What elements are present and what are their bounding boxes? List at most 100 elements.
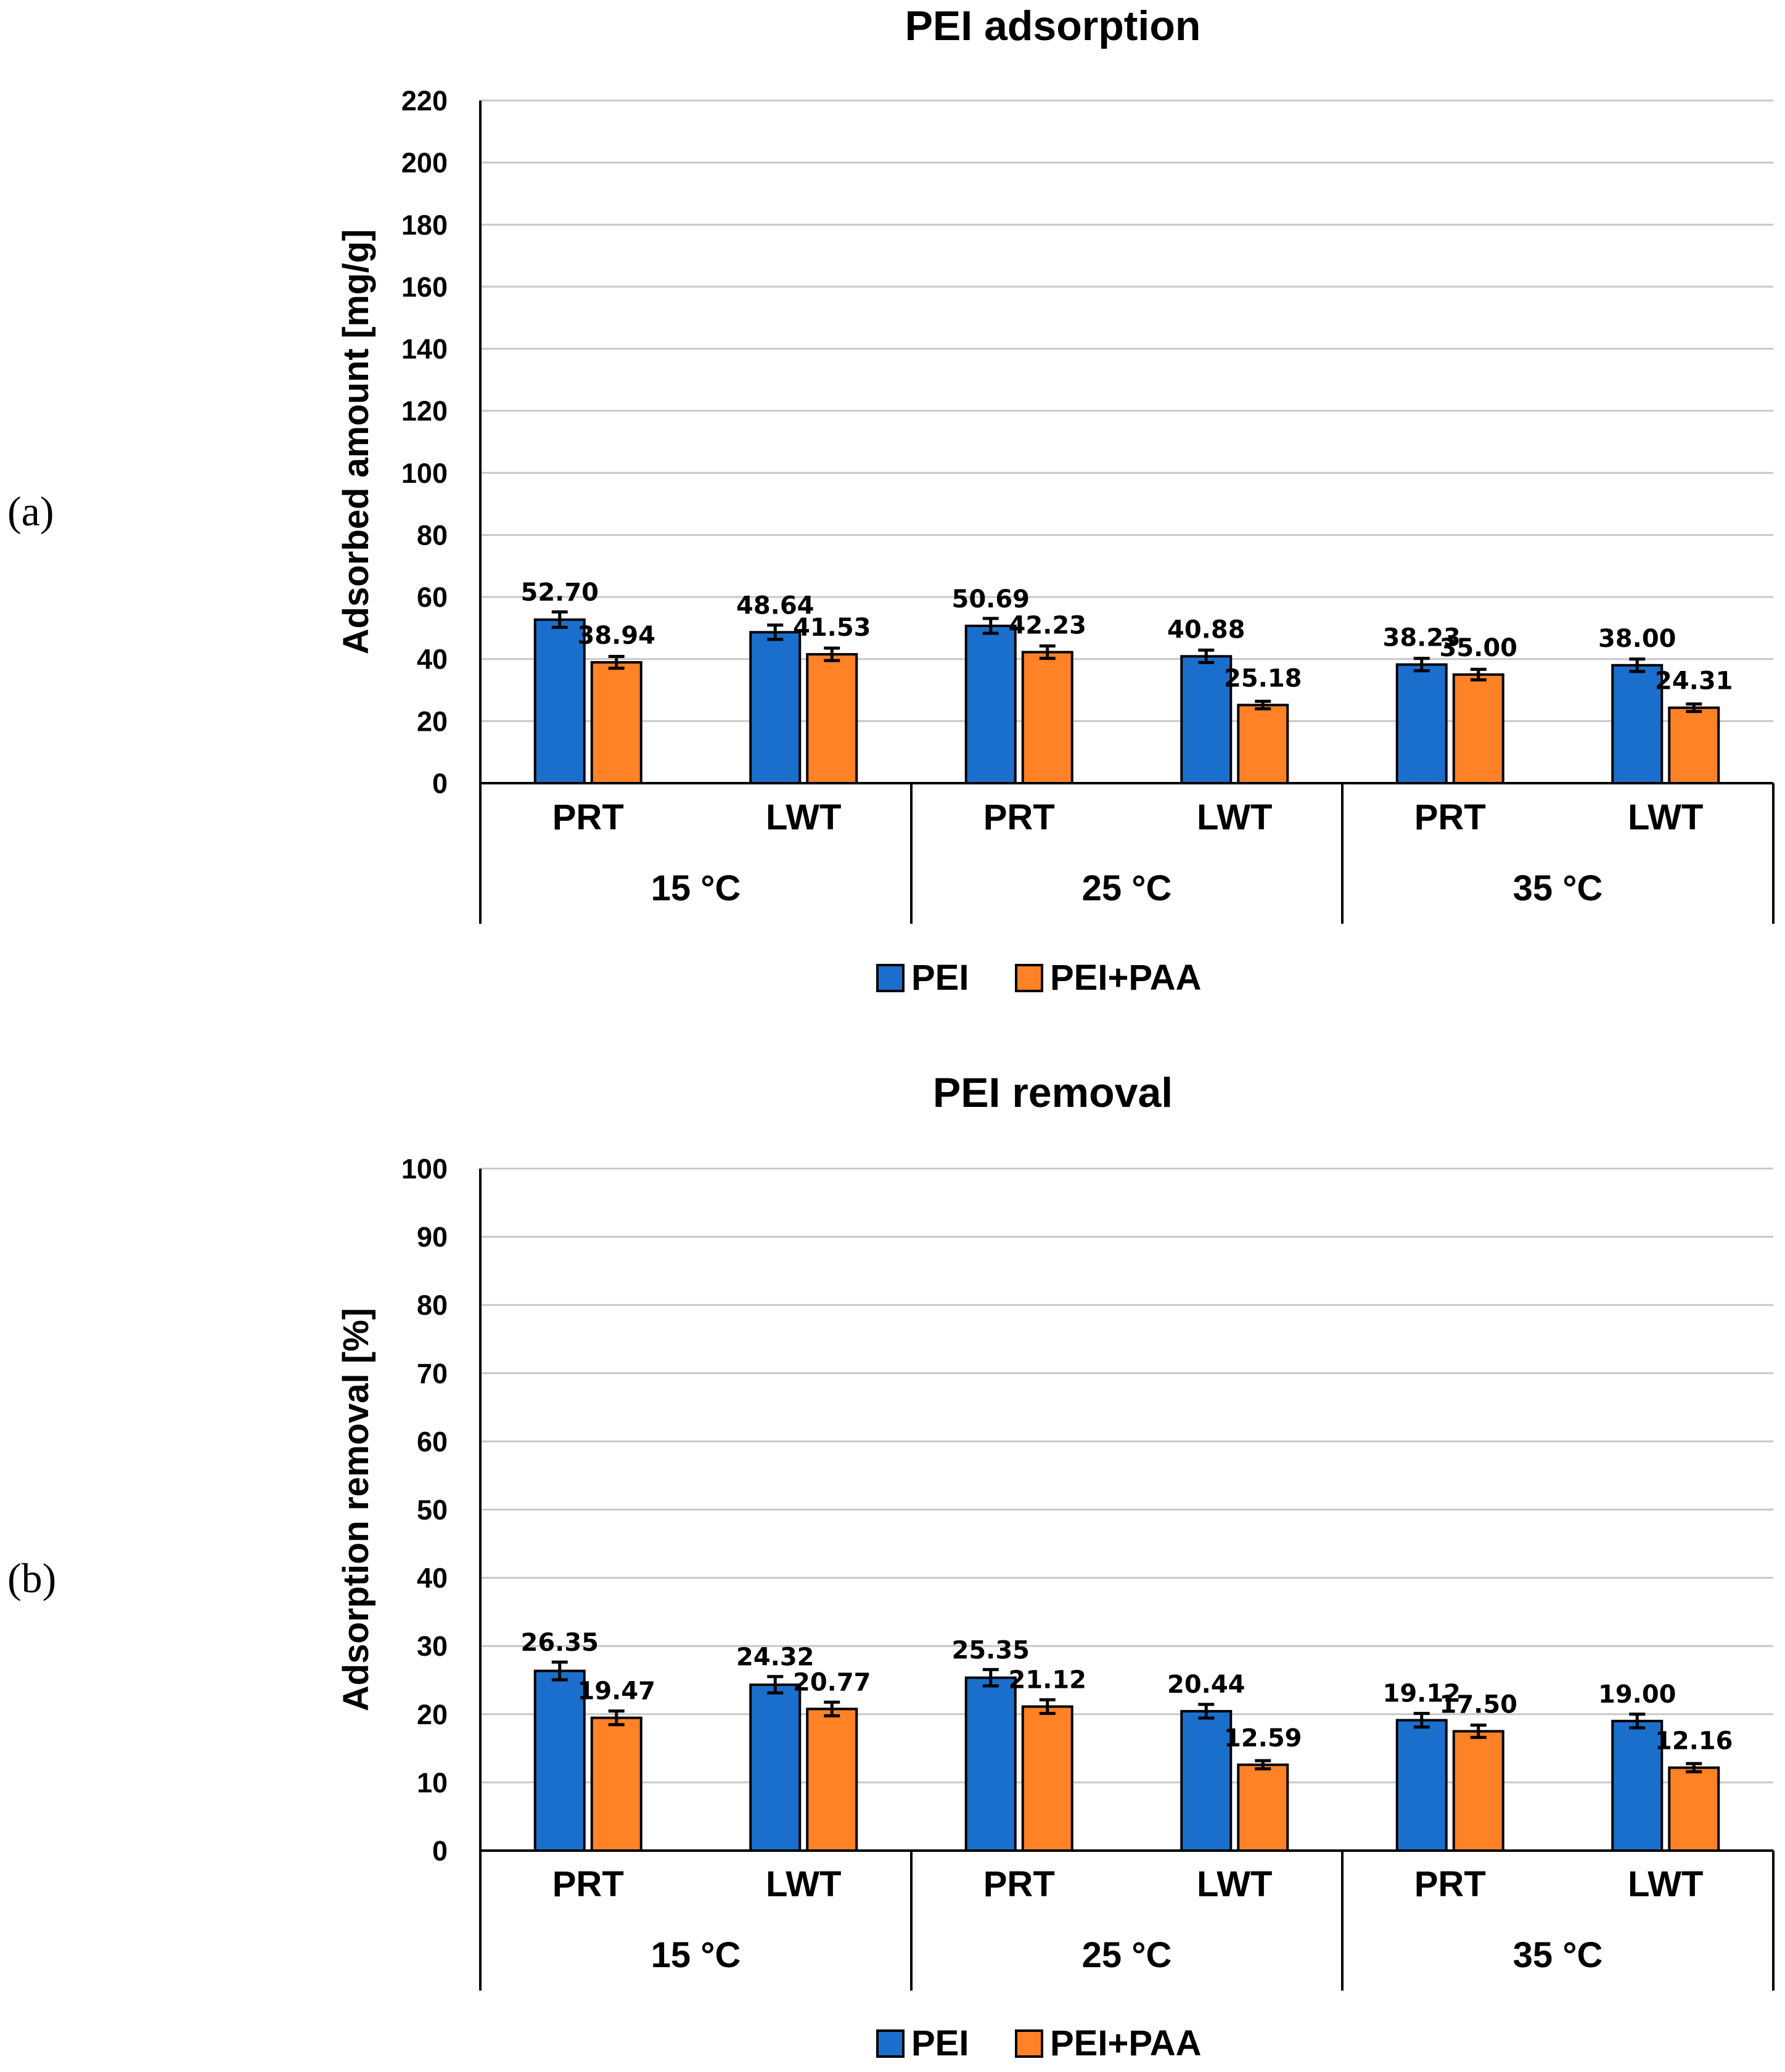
data-label: 24.31 <box>1655 667 1733 696</box>
data-label: 41.53 <box>793 614 871 642</box>
legend-swatch-pei-paa <box>1015 964 1043 992</box>
data-label: 19.12 <box>1382 1680 1461 1708</box>
y-tick-label: 160 <box>401 271 448 303</box>
y-tick-label: 50 <box>417 1494 448 1526</box>
bar-pei-paa <box>1452 673 1504 784</box>
y-tick-label: 180 <box>401 209 448 240</box>
data-label: 19.47 <box>577 1677 655 1706</box>
data-label: 17.50 <box>1439 1690 1517 1719</box>
x-category-label: LWT <box>766 1864 841 1904</box>
data-label: 42.23 <box>1008 612 1086 640</box>
data-label: 38.23 <box>1382 624 1461 652</box>
x-category-label: PRT <box>1414 797 1486 837</box>
chart-title: PEI adsorption <box>905 2 1201 49</box>
data-label: 38.94 <box>577 622 655 650</box>
data-label: 50.69 <box>951 585 1030 614</box>
legend-label-pei-paa: PEI+PAA <box>1050 958 1202 998</box>
data-label: 12.16 <box>1655 1727 1733 1756</box>
x-category-label: LWT <box>1628 1864 1703 1904</box>
bar-pei <box>1395 1719 1448 1852</box>
y-tick-label: 120 <box>401 395 448 427</box>
legend-swatch-pei <box>876 964 905 992</box>
legend-label-pei: PEI <box>911 958 969 998</box>
bar-pei-paa <box>1021 1705 1073 1852</box>
y-tick-label: 80 <box>417 1289 448 1321</box>
x-group-label: 35 °C <box>1513 868 1603 908</box>
y-tick-label: 20 <box>417 705 448 737</box>
y-tick-label: 100 <box>401 458 448 489</box>
data-label: 40.88 <box>1167 615 1245 644</box>
data-label: 25.35 <box>951 1636 1030 1664</box>
bar-pei <box>533 618 586 784</box>
chart-title: PEI removal <box>933 1069 1173 1116</box>
y-tick-label: 200 <box>401 147 448 179</box>
x-category-label: LWT <box>1628 797 1703 837</box>
bar-pei <box>1395 663 1448 784</box>
data-label: 20.44 <box>1167 1671 1245 1699</box>
panel-label: (a) <box>7 488 54 535</box>
bar-pei-paa <box>590 1716 642 1852</box>
y-axis-label: Adsorbed amount [mg/g] <box>336 229 376 655</box>
data-label: 20.77 <box>793 1668 871 1696</box>
x-category-label: PRT <box>983 1864 1055 1904</box>
bar-pei-paa <box>806 653 858 784</box>
bar-pei-paa <box>1237 704 1289 785</box>
y-tick-label: 70 <box>417 1358 448 1389</box>
data-label: 52.70 <box>520 578 599 607</box>
bar-pei-paa <box>1452 1730 1504 1852</box>
data-label: 24.32 <box>736 1643 815 1672</box>
y-tick-label: 100 <box>401 1153 448 1185</box>
y-tick-label: 20 <box>417 1699 448 1730</box>
bar-pei-paa <box>1237 1763 1289 1852</box>
data-label: 38.00 <box>1598 625 1676 653</box>
data-label: 19.00 <box>1598 1680 1676 1709</box>
y-tick-label: 0 <box>432 1835 448 1867</box>
bar-pei <box>1180 655 1233 785</box>
x-group-label: 25 °C <box>1082 1935 1172 1975</box>
y-tick-label: 140 <box>401 334 448 365</box>
y-tick-label: 10 <box>417 1767 448 1798</box>
bar-pei <box>964 624 1017 784</box>
y-tick-label: 40 <box>417 1563 448 1594</box>
legend-label-pei: PEI <box>911 2023 969 2063</box>
bar-pei <box>533 1669 586 1852</box>
bar-pei <box>749 631 802 784</box>
x-group-label: 25 °C <box>1082 868 1172 908</box>
x-group-label: 15 °C <box>651 1935 741 1975</box>
x-category-label: PRT <box>552 797 624 837</box>
y-axis-label: Adsorption removal [%] <box>336 1308 376 1711</box>
x-group-label: 15 °C <box>651 868 741 908</box>
y-tick-label: 40 <box>417 644 448 675</box>
data-label: 25.18 <box>1224 664 1302 693</box>
legend-swatch-pei-paa <box>1015 2029 1043 2058</box>
x-category-label: PRT <box>552 1864 624 1904</box>
x-category-label: LWT <box>766 797 841 837</box>
bar-pei-paa <box>806 1708 858 1852</box>
y-tick-label: 60 <box>417 582 448 613</box>
bar-pei <box>964 1676 1017 1852</box>
bar-pei <box>1180 1709 1233 1852</box>
y-tick-label: 90 <box>417 1222 448 1253</box>
bar-pei <box>749 1684 802 1852</box>
bar-pei-paa <box>1668 1766 1720 1852</box>
x-category-label: PRT <box>983 797 1055 837</box>
data-label: 48.64 <box>736 591 815 620</box>
x-category-label: LWT <box>1197 797 1272 837</box>
data-label: 12.59 <box>1224 1724 1302 1753</box>
panel-label: (b) <box>7 1555 56 1601</box>
data-label: 35.00 <box>1439 634 1517 662</box>
y-tick-label: 80 <box>417 519 448 551</box>
y-tick-label: 220 <box>401 85 448 117</box>
legend-label-pei-paa: PEI+PAA <box>1050 2023 1202 2063</box>
x-category-label: PRT <box>1414 1864 1486 1904</box>
bar-pei-paa <box>590 661 642 785</box>
data-label: 21.12 <box>1008 1666 1086 1694</box>
chart-panel-a: (a) PEI adsorption 0 20 40 60 80 100 120 140 160 18… <box>7 2 1775 998</box>
y-tick-label: 60 <box>417 1426 448 1457</box>
bar-pei-paa <box>1668 706 1720 785</box>
x-group-label: 35 °C <box>1513 1935 1603 1975</box>
bar-pei-paa <box>1021 651 1073 785</box>
chart-panel-b: (b) PEI removal 0 10 20 30 40 50 60 70 80 90 100 Adso… <box>7 1069 1775 2063</box>
y-tick-label: 0 <box>432 768 448 799</box>
